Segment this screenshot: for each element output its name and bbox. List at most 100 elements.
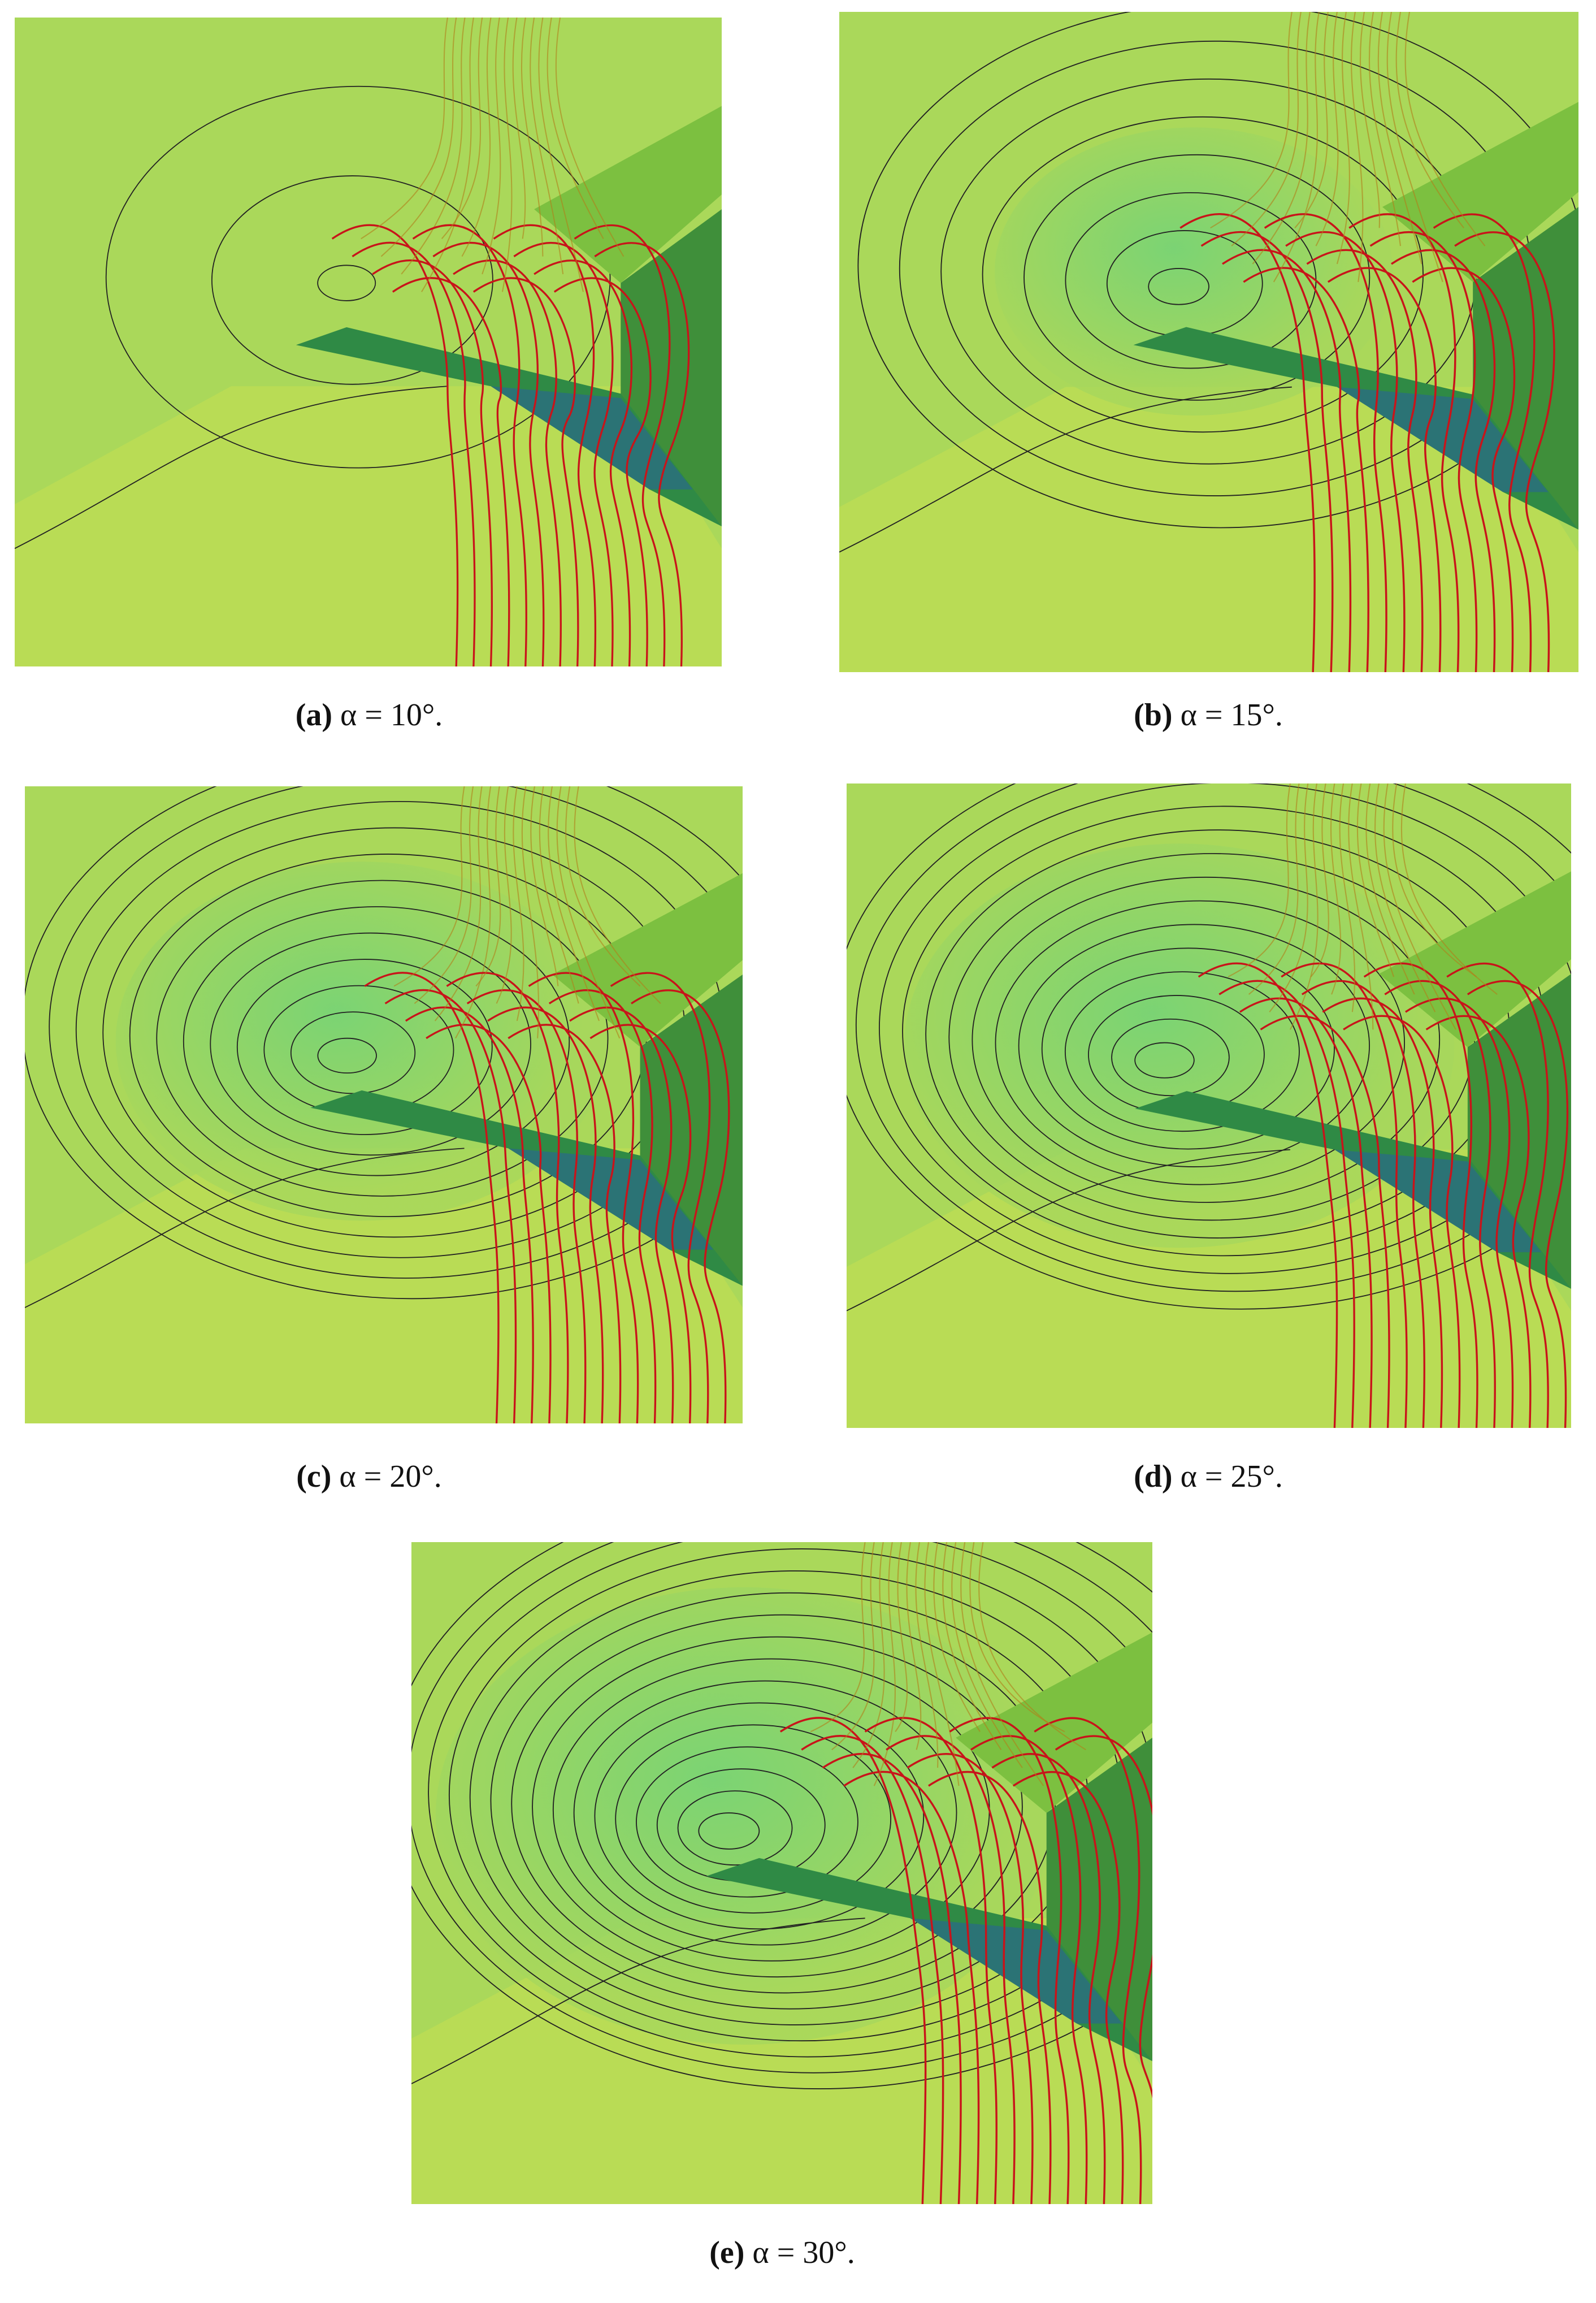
panel-label: (e)	[709, 2235, 744, 2270]
wing-underside	[1337, 387, 1549, 492]
streamline	[864, 1717, 998, 2204]
streamline	[556, 786, 621, 1039]
streamline	[1384, 980, 1496, 1428]
streamline	[487, 1006, 604, 1423]
streamline	[589, 1024, 692, 1423]
streamline	[1210, 12, 1293, 229]
streamline	[475, 786, 501, 987]
contour-line	[847, 783, 1571, 1310]
streamline	[886, 1735, 1016, 2204]
body-block	[621, 209, 722, 527]
streamline	[414, 786, 474, 1004]
streamline	[1301, 980, 1425, 1428]
streamline	[1260, 1015, 1390, 1428]
streamline	[906, 1542, 922, 1750]
contour-line	[49, 786, 743, 1279]
streamline	[1248, 783, 1300, 995]
contour-line	[698, 1812, 760, 1850]
wing-underside	[491, 386, 693, 490]
cfd-image	[847, 783, 1571, 1428]
panel-label: (a)	[296, 698, 332, 733]
streamline	[434, 786, 483, 1021]
streamline	[852, 1542, 885, 1768]
streamline	[1281, 962, 1408, 1428]
streamline	[513, 241, 614, 666]
streamline	[496, 786, 512, 1004]
streamline	[1252, 12, 1311, 265]
streamline	[1243, 267, 1369, 672]
caption: (b) α = 15°.	[1134, 698, 1283, 733]
panel-label: (c)	[296, 1459, 331, 1494]
panel-label: (b)	[1134, 698, 1172, 733]
streamline	[1359, 12, 1381, 228]
contour-line	[636, 1746, 858, 1898]
streamline	[1310, 783, 1329, 977]
streamline	[455, 786, 492, 1039]
streamline	[831, 1542, 875, 1751]
streamline	[949, 1717, 1070, 2204]
streamline	[1365, 783, 1415, 995]
streamline	[1339, 783, 1356, 1012]
streamline	[1368, 12, 1402, 246]
caption: (a) α = 10°.	[296, 698, 443, 733]
contour-line	[995, 900, 1406, 1185]
streamline	[1198, 962, 1338, 1428]
contour-line	[532, 1636, 1023, 1978]
streamline	[331, 224, 459, 666]
contour-line	[317, 1037, 377, 1074]
streamline	[1446, 962, 1549, 1428]
contour-line	[211, 175, 493, 385]
lower-region	[15, 386, 722, 666]
streamline	[426, 1024, 552, 1423]
streamline	[801, 1735, 944, 2204]
wing-underside	[1334, 1149, 1542, 1253]
cfd-image	[839, 12, 1578, 672]
contour-line	[1064, 971, 1300, 1132]
streamline	[1222, 249, 1352, 672]
streamline	[924, 1542, 960, 1786]
streamline	[810, 1542, 866, 1733]
contour-line	[449, 1548, 1152, 2042]
streamline	[547, 18, 604, 239]
streamline	[1322, 997, 1443, 1428]
wing-underside	[508, 1148, 714, 1250]
streamline	[1404, 12, 1486, 246]
streamline	[432, 241, 545, 666]
streamline	[530, 18, 564, 275]
streamline	[895, 1542, 908, 1732]
streamline	[380, 18, 457, 257]
streamline	[1348, 783, 1374, 1030]
contour-line	[317, 265, 376, 301]
streamline	[594, 242, 690, 666]
streamline	[364, 972, 500, 1423]
contour-line	[428, 1542, 1152, 2058]
streamline	[534, 259, 633, 666]
panel-caption: α = 20°.	[339, 1459, 441, 1494]
top-surface	[534, 106, 722, 283]
streamline	[1395, 12, 1464, 228]
contour-line	[1111, 1018, 1230, 1097]
contour-line	[879, 783, 1571, 1274]
top-surface	[1378, 871, 1571, 1047]
contour-line	[411, 1542, 1152, 2073]
cfd-image	[25, 786, 743, 1423]
streamline	[1269, 783, 1309, 1012]
top-surface	[956, 1632, 1152, 1813]
streamline	[1386, 12, 1443, 283]
streamline	[822, 1752, 962, 2204]
streamline	[1034, 1717, 1142, 2204]
panel-caption: α = 15°.	[1181, 698, 1283, 733]
streamline	[461, 18, 492, 257]
streamline	[555, 18, 624, 257]
contour-line	[15, 386, 448, 549]
streamline	[521, 18, 544, 257]
wing-underside	[910, 1918, 1122, 2024]
caption: (c) α = 20°.	[296, 1459, 441, 1494]
contour-line	[615, 1724, 892, 1914]
contour-line	[210, 932, 531, 1156]
contour-line	[411, 1542, 1152, 2089]
streamline	[1363, 962, 1478, 1428]
streamline	[453, 259, 562, 666]
streamline	[405, 1006, 534, 1423]
top-surface	[1382, 102, 1578, 282]
